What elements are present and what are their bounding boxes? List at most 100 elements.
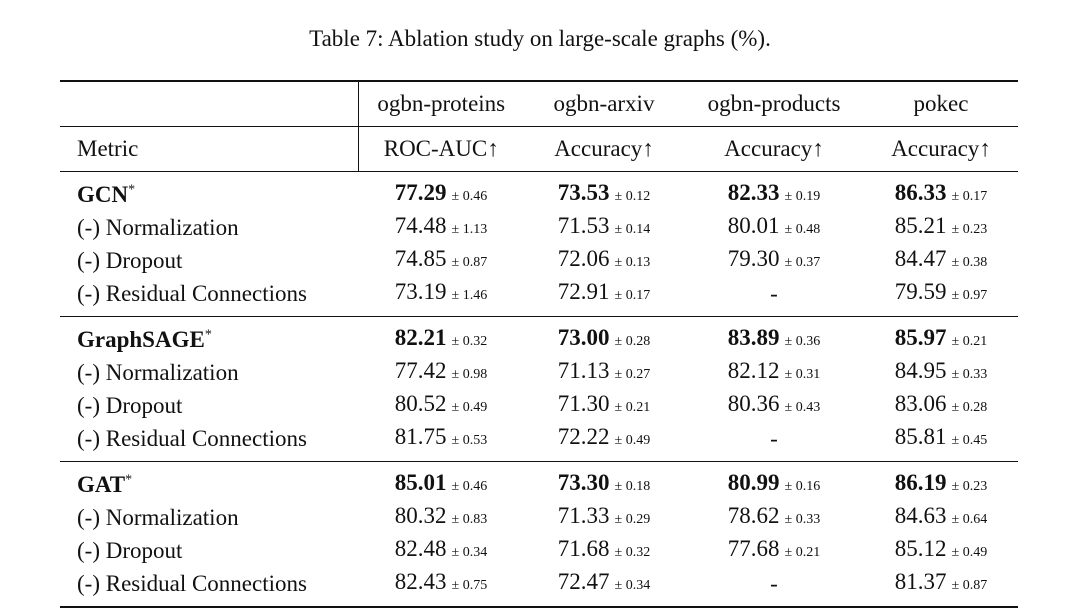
value-cell: 80.32 ± 0.83 bbox=[358, 501, 524, 534]
std-value: ± 0.21 bbox=[951, 334, 988, 349]
mean-value: 72.22 bbox=[557, 424, 610, 449]
row-label: (-) Residual Connections bbox=[60, 277, 358, 317]
std-value: ± 0.28 bbox=[614, 334, 651, 349]
model-name: GraphSAGE bbox=[77, 327, 205, 352]
value-cell: 74.85 ± 0.87 bbox=[358, 244, 524, 277]
std-value: ± 1.13 bbox=[451, 222, 488, 237]
value-cell: 84.63 ± 0.64 bbox=[864, 501, 1018, 534]
value-cell: 81.75 ± 0.53 bbox=[358, 422, 524, 462]
std-value: ± 0.75 bbox=[451, 578, 488, 593]
value-cell: 79.30 ± 0.37 bbox=[684, 244, 864, 277]
mean-value: 71.30 bbox=[557, 391, 610, 416]
std-value: ± 0.49 bbox=[951, 545, 988, 560]
table-row: (-) Dropout 82.48 ± 0.34 71.68 ± 0.32 77.68 ± … bbox=[60, 534, 1018, 567]
std-value: ± 0.48 bbox=[784, 222, 821, 237]
mean-value: - bbox=[770, 426, 778, 451]
value-cell: 82.43 ± 0.75 bbox=[358, 567, 524, 608]
std-value: ± 0.53 bbox=[451, 433, 488, 448]
std-value: ± 0.36 bbox=[784, 334, 821, 349]
std-value: ± 0.34 bbox=[451, 545, 488, 560]
value-cell: 71.68 ± 0.32 bbox=[524, 534, 684, 567]
mean-value: 82.33 bbox=[727, 180, 780, 205]
ablation-table: ogbn-proteins ogbn-arxiv ogbn-products p… bbox=[60, 80, 1018, 608]
group-graphsage: GraphSAGE* 82.21 ± 0.32 73.00 ± 0.28 83.89 ± 0… bbox=[60, 317, 1018, 462]
std-value: ± 0.17 bbox=[614, 288, 651, 303]
std-value: ± 0.18 bbox=[614, 479, 651, 494]
mean-value: - bbox=[770, 571, 778, 596]
std-value: ± 0.45 bbox=[951, 433, 988, 448]
mean-value: 86.33 bbox=[894, 180, 947, 205]
std-value: ± 0.46 bbox=[451, 189, 488, 204]
model-name: GCN bbox=[77, 182, 129, 207]
ablation-label: (-) Dropout bbox=[77, 393, 183, 418]
std-value: ± 1.46 bbox=[451, 288, 488, 303]
std-value: ± 0.13 bbox=[614, 255, 651, 270]
group-gat: GAT* 85.01 ± 0.46 73.30 ± 0.18 80.99 ± 0.16 86.… bbox=[60, 462, 1018, 608]
std-value: ± 0.21 bbox=[614, 400, 651, 415]
mean-value: 80.01 bbox=[727, 213, 780, 238]
mean-value: 80.52 bbox=[394, 391, 447, 416]
value-cell: 80.01 ± 0.48 bbox=[684, 211, 864, 244]
std-value: ± 0.97 bbox=[951, 288, 988, 303]
value-cell: 80.99 ± 0.16 bbox=[684, 462, 864, 502]
std-value: ± 0.32 bbox=[614, 545, 651, 560]
mean-value: 85.21 bbox=[894, 213, 947, 238]
group-gcn: GCN* 77.29 ± 0.46 73.53 ± 0.12 82.33 ± 0.19 86.… bbox=[60, 172, 1018, 317]
value-cell: 73.53 ± 0.12 bbox=[524, 172, 684, 212]
value-cell: 85.21 ± 0.23 bbox=[864, 211, 1018, 244]
mean-value: 72.06 bbox=[557, 246, 610, 271]
dataset-header: ogbn-arxiv bbox=[524, 80, 684, 127]
mean-value: 80.36 bbox=[727, 391, 780, 416]
mean-value: 71.13 bbox=[557, 358, 610, 383]
std-value: ± 0.23 bbox=[951, 222, 988, 237]
mean-value: 85.97 bbox=[894, 325, 947, 350]
row-label: (-) Dropout bbox=[60, 389, 358, 422]
mean-value: 85.01 bbox=[394, 470, 447, 495]
value-cell: 82.33 ± 0.19 bbox=[684, 172, 864, 212]
mean-value: 84.63 bbox=[894, 503, 947, 528]
ablation-label: (-) Normalization bbox=[77, 360, 239, 385]
dataset-header-row: ogbn-proteins ogbn-arxiv ogbn-products p… bbox=[60, 80, 1018, 127]
value-cell: 71.13 ± 0.27 bbox=[524, 356, 684, 389]
std-value: ± 0.38 bbox=[951, 255, 988, 270]
mean-value: 86.19 bbox=[894, 470, 947, 495]
value-cell: - bbox=[684, 422, 864, 462]
dataset-header: pokec bbox=[864, 80, 1018, 127]
ablation-label: (-) Residual Connections bbox=[77, 281, 307, 306]
mean-value: 84.47 bbox=[894, 246, 947, 271]
mean-value: 73.00 bbox=[557, 325, 610, 350]
row-label: GAT* bbox=[60, 462, 358, 502]
mean-value: 78.62 bbox=[727, 503, 780, 528]
std-value: ± 0.37 bbox=[784, 255, 821, 270]
std-value: ± 0.49 bbox=[451, 400, 488, 415]
table-row: (-) Dropout 74.85 ± 0.87 72.06 ± 0.13 79.30 ± … bbox=[60, 244, 1018, 277]
mean-value: 85.12 bbox=[894, 536, 947, 561]
std-value: ± 0.27 bbox=[614, 367, 651, 382]
table-row: GAT* 85.01 ± 0.46 73.30 ± 0.18 80.99 ± 0.16 86.… bbox=[60, 462, 1018, 502]
table-row: (-) Residual Connections 73.19 ± 1.46 72.91… bbox=[60, 277, 1018, 317]
mean-value: 77.68 bbox=[727, 536, 780, 561]
std-value: ± 0.19 bbox=[784, 189, 821, 204]
value-cell: 85.81 ± 0.45 bbox=[864, 422, 1018, 462]
value-cell: 84.95 ± 0.33 bbox=[864, 356, 1018, 389]
value-cell: 77.29 ± 0.46 bbox=[358, 172, 524, 212]
value-cell: 73.30 ± 0.18 bbox=[524, 462, 684, 502]
std-value: ± 0.21 bbox=[784, 545, 821, 560]
std-value: ± 0.83 bbox=[451, 512, 488, 527]
std-value: ± 0.31 bbox=[784, 367, 821, 382]
value-cell: 72.47 ± 0.34 bbox=[524, 567, 684, 608]
value-cell: 85.97 ± 0.21 bbox=[864, 317, 1018, 357]
std-value: ± 0.14 bbox=[614, 222, 651, 237]
mean-value: 84.95 bbox=[894, 358, 947, 383]
std-value: ± 0.34 bbox=[614, 578, 651, 593]
value-cell: - bbox=[684, 277, 864, 317]
row-label: (-) Dropout bbox=[60, 244, 358, 277]
mean-value: 77.42 bbox=[394, 358, 447, 383]
mean-value: 80.99 bbox=[727, 470, 780, 495]
std-value: ± 0.12 bbox=[614, 189, 651, 204]
row-label: (-) Residual Connections bbox=[60, 567, 358, 608]
mean-value: 83.89 bbox=[727, 325, 780, 350]
value-cell: 72.91 ± 0.17 bbox=[524, 277, 684, 317]
model-marker: * bbox=[128, 182, 136, 198]
value-cell: 73.00 ± 0.28 bbox=[524, 317, 684, 357]
